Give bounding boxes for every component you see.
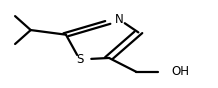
Text: S: S xyxy=(76,53,83,66)
Text: N: N xyxy=(114,13,123,26)
Text: OH: OH xyxy=(172,65,190,78)
